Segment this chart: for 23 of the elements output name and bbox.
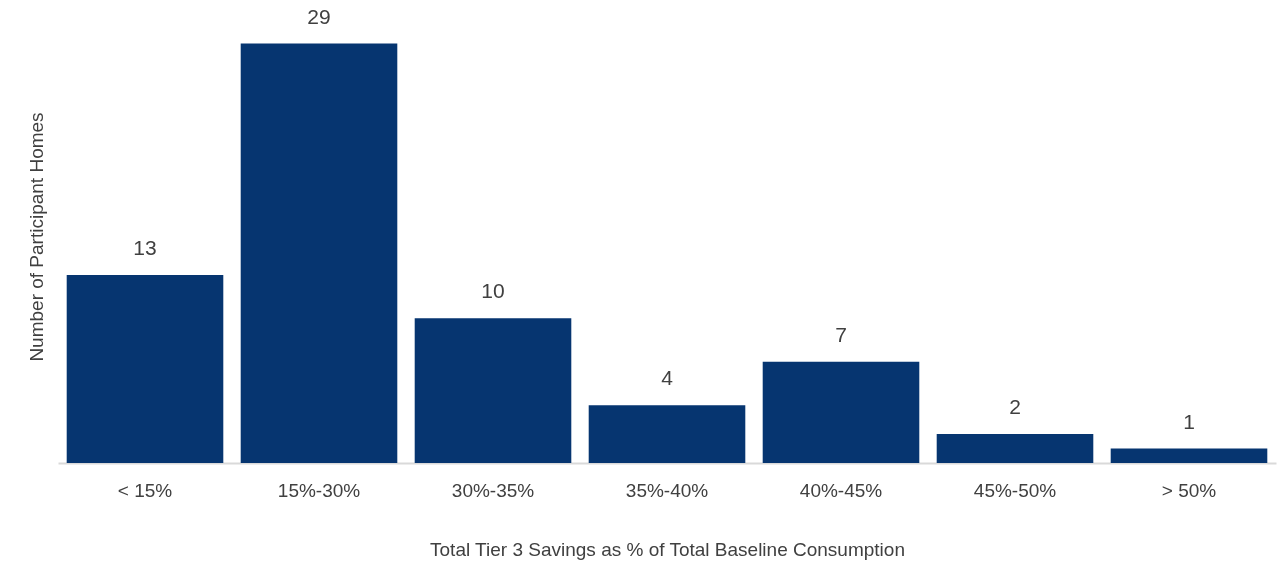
bar [1110, 448, 1268, 463]
bar [762, 361, 920, 463]
x-axis-title: Total Tier 3 Savings as % of Total Baseline Consumption [430, 538, 905, 560]
bar [588, 405, 746, 463]
bar [936, 434, 1094, 463]
x-tick-label: 30%-35% [451, 479, 535, 501]
data-label: 29 [307, 4, 331, 28]
x-tick-label: < 15% [117, 479, 173, 501]
y-axis-title: Number of Participant Homes [25, 112, 47, 362]
x-tick-label: > 50% [1161, 479, 1217, 501]
bar [414, 318, 572, 463]
x-tick-label: 40%-45% [799, 479, 883, 501]
x-tick-label: 35%-40% [625, 479, 709, 501]
bar [240, 43, 398, 463]
bar [66, 274, 224, 463]
data-label: 13 [133, 235, 157, 259]
x-tick-label: 15%-30% [277, 479, 361, 501]
data-label: 1 [1183, 409, 1195, 433]
data-label: 7 [835, 322, 847, 346]
data-label: 10 [481, 279, 505, 303]
x-tick-label: 45%-50% [973, 479, 1057, 501]
data-label: 4 [661, 366, 674, 390]
data-label: 2 [1009, 395, 1021, 419]
